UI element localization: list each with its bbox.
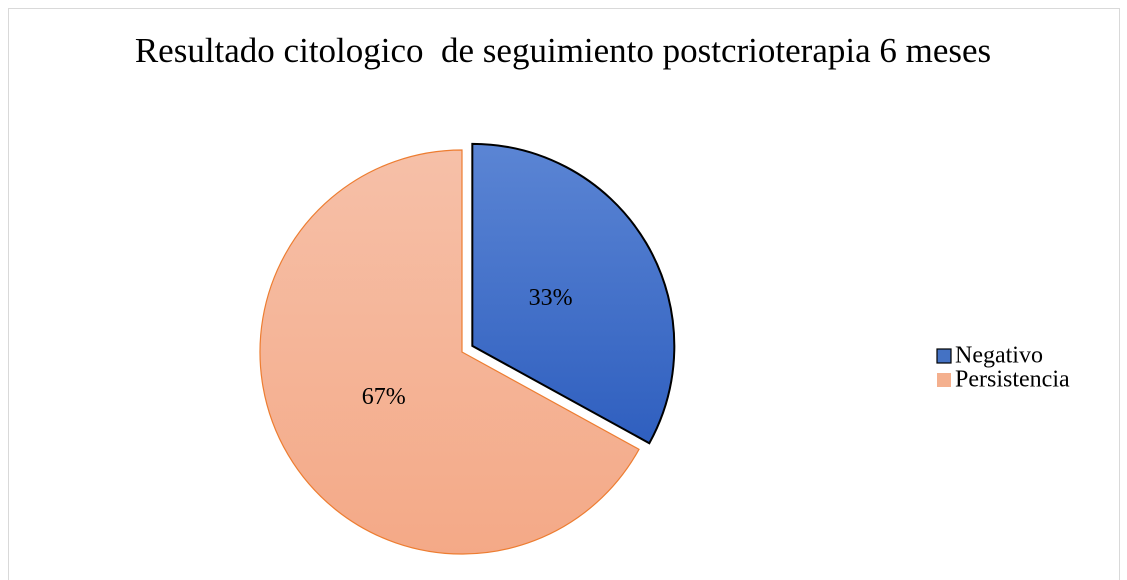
legend-swatch xyxy=(937,373,951,387)
legend-swatch xyxy=(936,348,952,364)
chart-title: Resultado citologico de seguimiento post… xyxy=(134,31,992,70)
data-label: 67% xyxy=(362,384,406,410)
chart-border xyxy=(8,8,1120,580)
data-label: 33% xyxy=(529,285,573,311)
legend-label: Persistencia xyxy=(955,367,1070,393)
pie-slice xyxy=(471,142,676,445)
legend-label: Negativo xyxy=(955,343,1043,369)
pie-slice xyxy=(259,149,640,555)
